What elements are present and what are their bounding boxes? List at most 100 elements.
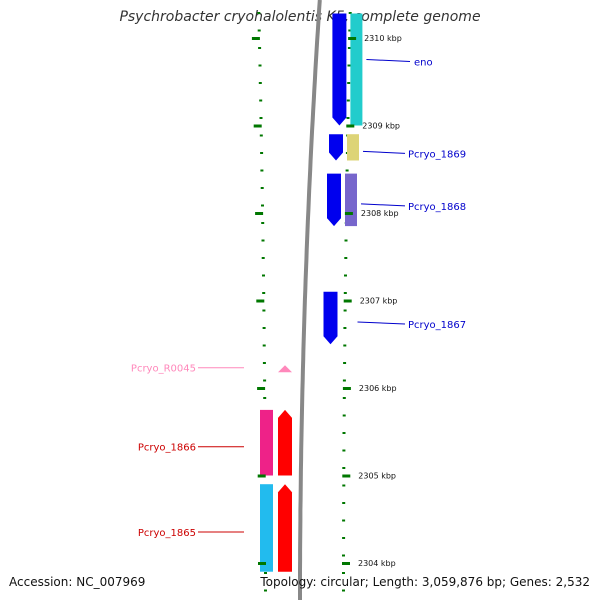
tick-mark: [342, 484, 346, 487]
tick-mark: [342, 379, 346, 382]
major-tick: [343, 299, 352, 303]
tick-mark: [260, 152, 264, 154]
gene-label: Pcryo_R0045: [131, 364, 196, 375]
tick-mark: [258, 47, 262, 49]
tick-mark: [345, 169, 349, 172]
genome-title: Psychrobacter cryohalolentis K5, complet…: [119, 9, 481, 25]
tick-mark: [342, 397, 346, 399]
tick-mark: [344, 239, 348, 242]
gene-label: Pcryo_1867: [408, 320, 466, 331]
ruler-label: 2308 kbp: [361, 209, 399, 218]
major-tick: [346, 124, 355, 128]
tick-mark: [342, 467, 346, 469]
ruler-label: 2309 kbp: [362, 122, 400, 131]
tick-mark: [343, 344, 347, 347]
tick-mark: [346, 99, 350, 102]
tick-mark: [259, 134, 263, 137]
backbone-arc: [298, 0, 322, 600]
gene-arrow: [332, 13, 347, 126]
gene-arrow: [327, 173, 341, 227]
feature-pcryo-1869: Pcryo_1869: [329, 134, 466, 161]
tick-mark: [263, 379, 267, 382]
tick-mark: [261, 257, 265, 259]
tick-mark: [342, 537, 346, 539]
leader-line: [366, 59, 411, 62]
feature-pcryo-r0045: Pcryo_R0045: [131, 364, 292, 375]
major-tick: [253, 124, 262, 128]
ruler-label: 2305 kbp: [358, 472, 396, 481]
feature-pcryo-1866: Pcryo_1866: [138, 409, 292, 476]
tick-mark: [342, 519, 346, 522]
tick-mark: [262, 344, 266, 347]
leader-line: [360, 203, 406, 207]
gene-label: Pcryo_1869: [408, 149, 466, 160]
tick-mark: [264, 589, 267, 592]
tick-mark: [263, 397, 267, 399]
feature-pcryo-1868: Pcryo_1868: [327, 173, 466, 227]
track-bar: [260, 484, 273, 572]
tick-mark: [342, 572, 345, 574]
tick-mark: [347, 64, 351, 67]
tick-mark: [259, 117, 263, 119]
track-bar: [345, 173, 357, 227]
ruler-label: 2310 kbp: [364, 34, 402, 43]
leader-line: [357, 321, 406, 325]
tick-mark: [260, 169, 264, 172]
ruler: 2310 kbp 2309 kbp 2308 kbp 2307 kbp 2306 kbp…: [251, 34, 402, 568]
track-bar: [350, 13, 363, 126]
tick-mark: [343, 362, 347, 364]
ruler-label: 2304 kbp: [358, 559, 396, 568]
gene-arrow: [278, 409, 292, 476]
gene-arrow: [278, 484, 292, 572]
track-bar: [260, 409, 273, 476]
tick-mark: [343, 292, 347, 294]
tick-mark: [257, 29, 261, 32]
major-tick: [342, 562, 350, 565]
tick-mark: [262, 327, 266, 329]
tick-mark: [258, 82, 262, 84]
gene-label: Pcryo_1868: [408, 202, 466, 213]
genome-backbone: [298, 0, 322, 600]
major-tick: [257, 387, 266, 390]
ruler-label: 2306 kbp: [359, 384, 397, 393]
tick-mark: [344, 274, 347, 277]
accession-text: Accession: NC_007969: [9, 575, 146, 589]
gene-arrow: [278, 365, 292, 373]
major-tick: [256, 299, 265, 303]
tick-mark: [342, 449, 346, 452]
gene-arrow: [323, 291, 338, 345]
tick-mark: [264, 572, 267, 574]
tick-mark: [257, 12, 261, 14]
tick-mark: [262, 274, 265, 277]
ruler-label: 2307 kbp: [360, 297, 398, 306]
leader-line: [362, 150, 406, 154]
gene-arrow: [329, 134, 343, 161]
tick-mark: [347, 82, 351, 84]
tick-mark: [262, 362, 266, 364]
tick-mark: [347, 47, 351, 49]
tick-mark: [342, 554, 345, 557]
tick-mark: [343, 309, 347, 312]
tick-mark: [262, 292, 266, 294]
gene-features: eno Pcryo_1869 Pcryo_1868 Pcryo_1867 Pcryo_R…: [131, 13, 466, 572]
tick-mark: [261, 239, 265, 242]
major-tick: [344, 212, 353, 215]
major-tick: [251, 37, 260, 40]
track-bar: [347, 134, 359, 161]
tick-mark: [344, 257, 348, 259]
major-tick: [257, 474, 266, 478]
tick-mark: [342, 589, 345, 592]
gene-label: Pcryo_1866: [138, 443, 196, 454]
feature-pcryo-1867: Pcryo_1867: [323, 291, 466, 345]
tick-mark: [258, 64, 262, 67]
major-tick: [258, 562, 266, 565]
tick-mark: [348, 12, 352, 14]
tick-mark: [346, 117, 350, 119]
tick-mark: [342, 502, 346, 504]
genome-summary-text: Topology: circular; Length: 3,059,876 bp…: [260, 575, 590, 589]
major-tick: [342, 387, 351, 390]
tick-mark: [342, 414, 346, 417]
tick-mark: [261, 222, 265, 224]
feature-pcryo-1865: Pcryo_1865: [138, 484, 292, 572]
tick-mark: [259, 99, 263, 102]
